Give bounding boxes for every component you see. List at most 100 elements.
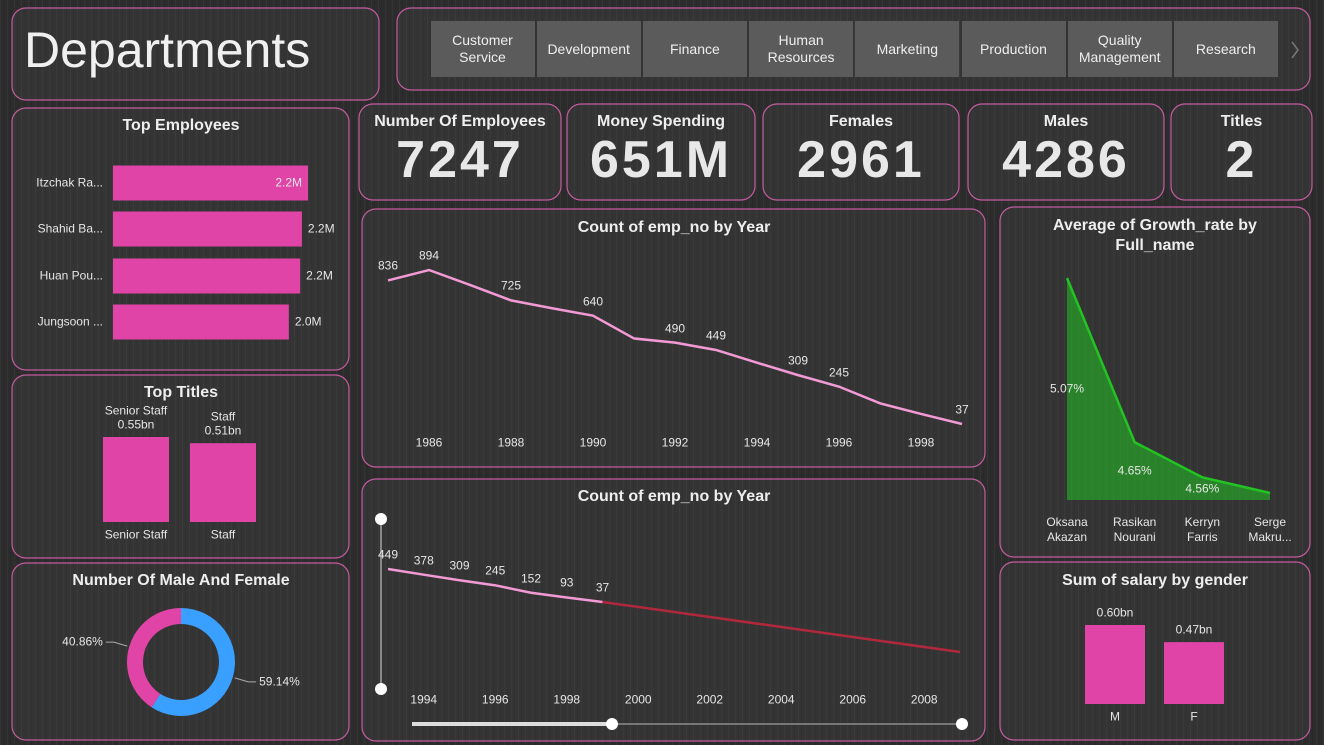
x-tick-label: 1988 <box>497 435 525 450</box>
category-label: Jungsoon ... <box>37 314 103 329</box>
card <box>11 7 380 101</box>
data-label: 378 <box>413 553 434 568</box>
kpi-label: Females <box>828 113 894 130</box>
data-label: 449 <box>377 547 399 562</box>
data-label: 93 <box>560 575 574 590</box>
card <box>566 103 756 201</box>
data-label: 4.56% <box>1185 481 1220 496</box>
data-label: 5.07% <box>1049 381 1085 396</box>
line <box>1065 277 1271 495</box>
nav-button[interactable]: Finance <box>642 21 747 77</box>
category-label: Staff <box>210 527 236 542</box>
x-tick-label: 1998 <box>553 692 581 707</box>
x-tick-label: Serge Makru... <box>1248 515 1292 544</box>
x-tick-label: 1992 <box>661 435 689 450</box>
chart-title: Sum of salary by gender <box>1062 572 1248 589</box>
x-tick-label: 2002 <box>696 692 724 707</box>
chart-title: Count of emp_no by Year <box>577 219 771 236</box>
slider-handle <box>606 718 618 730</box>
data-label: 0.51bn <box>204 423 242 438</box>
data-label-category: Staff <box>210 409 236 424</box>
kpi-value: 7247 <box>396 131 524 189</box>
x-tick-label: Kerryn Farris <box>1184 515 1220 544</box>
card <box>762 103 960 201</box>
card <box>361 478 986 742</box>
data-label: 2.0M <box>294 314 322 329</box>
x-tick-label: 1996 <box>825 435 853 450</box>
card <box>967 103 1165 201</box>
data-label: 0.55bn <box>117 417 155 432</box>
nav-button[interactable]: Development <box>536 21 641 77</box>
card <box>999 561 1311 741</box>
nav-button[interactable]: Quality Management <box>1067 21 1172 77</box>
x-tick-label: Rasikan Nourani <box>1112 515 1157 544</box>
category-label: Itzchak Ra... <box>36 175 103 190</box>
data-label: 0.47bn <box>1175 622 1213 637</box>
nav-button[interactable]: Research <box>1173 21 1278 77</box>
bar <box>1085 625 1145 704</box>
bar <box>113 304 289 340</box>
data-label: 152 <box>520 571 542 586</box>
slider-handle <box>956 718 968 730</box>
data-label: 725 <box>500 278 522 293</box>
data-label: 490 <box>664 321 686 336</box>
data-label: 2.2M <box>275 175 302 190</box>
data-label: 2.2M <box>306 268 333 283</box>
data-label: 245 <box>485 563 506 578</box>
line <box>387 268 963 426</box>
x-tick-label: 1994 <box>410 692 438 707</box>
chart-title: Top Employees <box>122 117 240 134</box>
x-tick-label: Oksana Akazan <box>1046 515 1088 544</box>
kpi-value: 2 <box>1225 131 1258 189</box>
card <box>11 374 350 559</box>
nav-button[interactable]: Production <box>961 21 1066 77</box>
chart-title: Count of emp_no by Year <box>577 488 771 505</box>
data-label: 37 <box>955 402 969 417</box>
data-label: 0.60bn <box>1096 605 1134 620</box>
nav-button[interactable]: Human Resources <box>749 21 854 77</box>
line <box>387 567 603 604</box>
chart-title: Number Of Male And Female <box>72 572 290 589</box>
data-label: 640 <box>582 294 604 309</box>
donut-segment <box>127 608 181 708</box>
bar <box>113 258 301 294</box>
category-label: Senior Staff <box>104 527 168 542</box>
kpi-value: 4286 <box>1002 131 1130 189</box>
kpi-value: 651M <box>589 131 733 189</box>
x-tick-label: 2000 <box>624 692 652 707</box>
kpi-label: Money Spending <box>597 113 725 130</box>
data-label: 894 <box>418 248 440 263</box>
nav-button[interactable]: Customer Service <box>430 21 535 77</box>
x-tick-label: 1986 <box>415 435 443 450</box>
page-title: Departments <box>24 22 311 78</box>
leader-line <box>234 677 257 683</box>
data-label: 309 <box>787 353 809 368</box>
data-label: 2.2M <box>307 221 335 236</box>
kpi-label: Number Of Employees <box>374 113 546 130</box>
scroll-arrow <box>1291 41 1299 59</box>
bar <box>103 437 169 522</box>
slider-handle <box>375 513 387 525</box>
category-label: Shahid Ba... <box>37 221 103 236</box>
chart-title: Average of Growth_rate by Full_name <box>1053 217 1257 254</box>
kpi-value: 2961 <box>797 131 925 189</box>
nav-button[interactable]: Marketing <box>855 21 960 77</box>
x-tick-label: 2008 <box>910 692 938 707</box>
bar <box>1164 642 1224 704</box>
x-tick-label: 1996 <box>481 692 509 707</box>
card <box>358 103 562 201</box>
bar <box>190 443 256 522</box>
x-tick-label: 2006 <box>839 692 867 707</box>
data-label: 836 <box>377 258 399 273</box>
card <box>11 562 350 741</box>
data-label: 449 <box>705 328 727 343</box>
slider-handle <box>375 683 387 695</box>
x-tick-label: 2004 <box>767 692 795 707</box>
kpi-label: Males <box>1043 113 1089 130</box>
line <box>602 600 961 654</box>
data-label-category: Senior Staff <box>104 403 168 418</box>
category-label: F <box>1190 709 1198 724</box>
